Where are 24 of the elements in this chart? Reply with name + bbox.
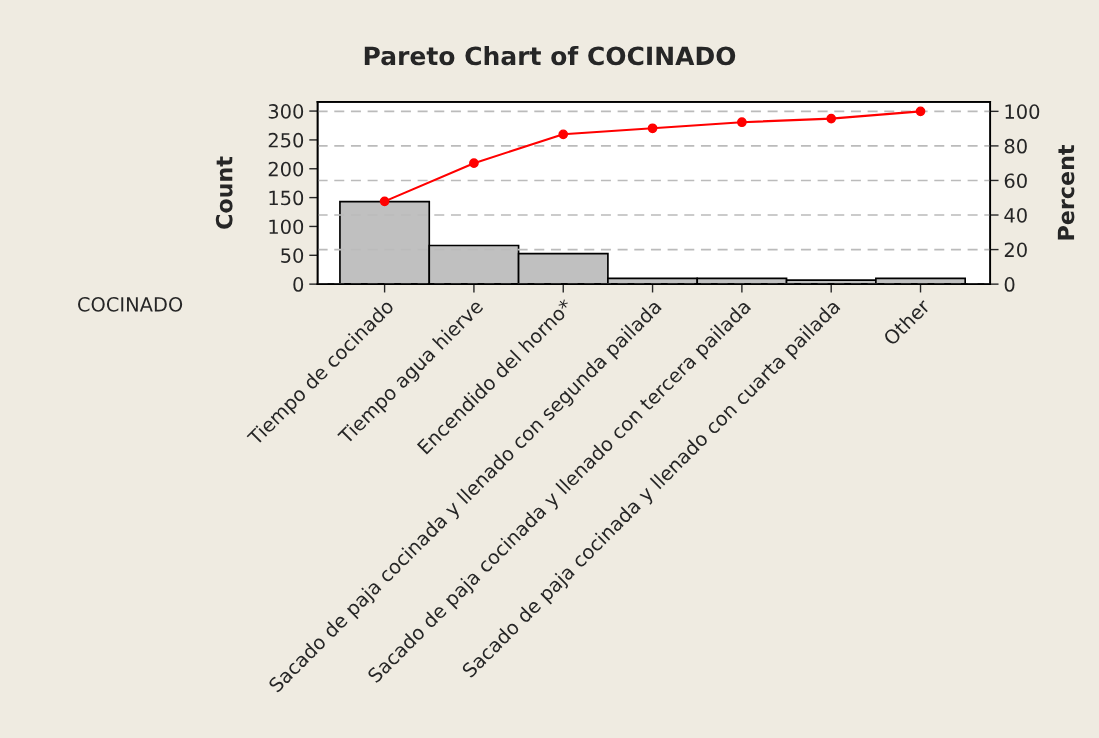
point <box>558 129 569 140</box>
point <box>379 196 390 207</box>
y-tick-label: 150 <box>269 190 304 206</box>
y2-tick-label: 40 <box>1004 207 1027 223</box>
y-tick-label: 250 <box>268 132 304 148</box>
y2-tick-label: 80 <box>1004 138 1027 154</box>
y2-tick-label: 60 <box>1004 173 1027 189</box>
point <box>915 106 926 117</box>
point <box>737 117 747 128</box>
y-tick-label: 0 <box>293 277 304 292</box>
y2-tick-label: 20 <box>1004 242 1027 258</box>
y-tick-label: 100 <box>269 219 304 235</box>
y2-axis-title: Percent <box>1057 144 1075 240</box>
point <box>826 113 837 124</box>
y-axis-title: Count <box>215 156 233 229</box>
y-tick-label: 200 <box>268 161 304 177</box>
chart-title: Pareto Chart of COCINADO <box>364 45 736 66</box>
y2-tick-label: 0 <box>1004 277 1015 292</box>
point <box>647 123 658 134</box>
y-tick-label: 300 <box>268 104 304 119</box>
point <box>469 158 479 169</box>
text: COCINADO <box>78 297 183 312</box>
y2-tick-label: 100 <box>1005 104 1040 120</box>
y-tick-label: 50 <box>281 248 304 263</box>
